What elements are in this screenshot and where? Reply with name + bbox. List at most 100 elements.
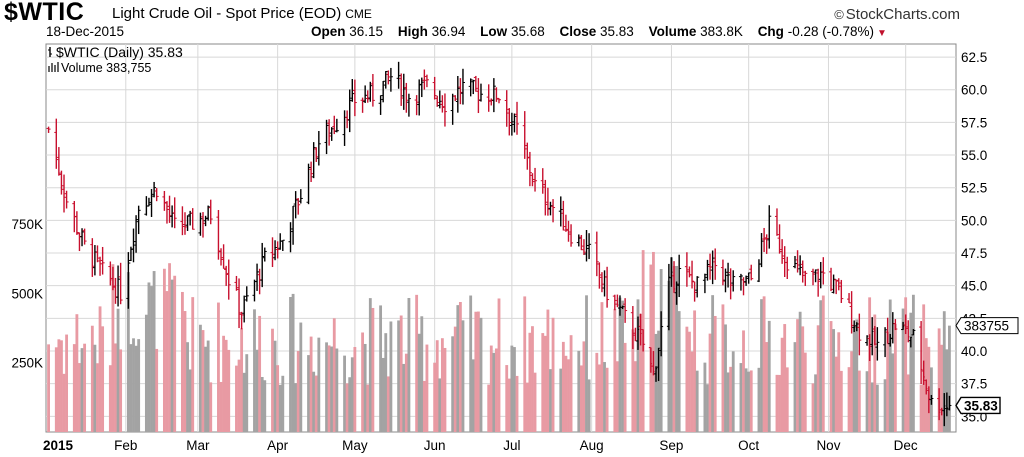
volume-bar [126,272,130,432]
volume-bar [711,295,715,432]
volume-bar [191,297,195,432]
volume-bar [201,330,205,432]
volume-bar [731,351,735,432]
volume-bar [384,333,388,432]
chg-label: Chg [757,24,784,39]
volume-bar [543,335,547,432]
price-tick-label: 45.0 [961,279,987,294]
volume-bar [162,268,166,432]
volume-bar [255,349,259,432]
volume-bar [350,357,354,432]
volume-bar [839,370,843,432]
volume-bar [801,326,805,432]
volume-bar [636,299,640,432]
volume-bar [150,286,153,432]
volume-tick-label: 750K [11,217,43,232]
volume-bar [90,325,94,432]
volume-bar [271,328,274,432]
volume-bar [507,378,511,432]
volume-bar [440,338,444,432]
month-label: Oct [738,438,759,453]
volume-bar [453,326,457,432]
volume-bar [263,380,267,432]
volume-bar [793,342,797,432]
volume-bar [525,382,529,432]
volume-bar [785,367,789,432]
volume-bar [852,326,856,432]
volume-bar [780,337,784,432]
volume-bar [245,354,249,432]
volume-bar [541,333,545,432]
volume-bar [476,311,480,432]
close-label: Close [559,24,597,39]
volume-bar [422,380,426,432]
volume-bar [276,365,280,432]
volume-bar [603,362,606,432]
last-close-label: 35.83 [964,398,998,413]
volume-bar [783,324,787,432]
high-label: High [397,24,428,39]
brand-link[interactable]: © StockCharts.com [834,6,960,23]
volume-bar [510,345,514,432]
volume-bar [690,351,694,432]
month-label: Jul [503,438,520,453]
volume-bar [417,333,421,432]
price-tick-label: 37.5 [961,377,987,392]
volume-bar [744,368,748,432]
high-value: 36.94 [431,24,466,39]
volume-bar [307,355,310,432]
volume-bar [235,365,238,432]
volume-bar [281,375,285,432]
volume-bar [561,341,565,432]
volume-bar [893,323,897,432]
volume-bar [595,352,599,432]
volume-bar [461,320,465,432]
volume-bar [363,343,367,432]
volume-bar [742,330,745,432]
volume-bar [579,365,583,432]
volume-bar [569,335,573,432]
volume-bar [253,309,256,432]
volume-bar [533,372,537,432]
volume-bar [803,352,807,432]
volume-bar [567,359,570,432]
volume-bar [299,322,303,432]
volume-bar [906,374,910,432]
volume-bar [438,378,442,432]
volume-bar [289,297,292,432]
volume-bar [57,339,61,432]
volume-bar [116,308,120,432]
chg-value: -0.28 (-0.78%) [787,24,874,39]
volume-bar [371,307,375,432]
volume-bar [613,308,617,432]
volume-bar [404,353,408,432]
close-value: 35.83 [600,24,634,39]
volume-bar [528,332,532,432]
volume-bar [72,344,76,432]
volume-bar [111,264,115,432]
volume-bar [489,345,493,432]
symbol-description: Light Crude Oil - Spot Price (EOD) CME [112,5,372,22]
volume-bar [397,320,401,432]
volume-bar [837,332,841,432]
volume-bar [80,348,84,432]
low-value: 35.68 [510,24,545,39]
volume-bar [242,372,246,432]
volume-bar [353,347,357,432]
ohlc-summary: Open 36.15 High 36.94 Low 35.68 Close 35… [311,24,887,39]
legend-volume-icon [48,66,50,72]
volume-bar [909,312,913,432]
volume-bar [186,342,189,432]
volume-bar [675,265,679,432]
volume-bar [765,342,769,432]
volume-bar [458,301,462,432]
volume-bar [850,351,854,432]
volume-bar [78,363,81,432]
volume-bar [119,349,123,432]
volume-bar [886,331,890,432]
volume-bar [631,329,635,432]
volume-bar [181,291,184,432]
exchange-label: CME [345,7,372,21]
volume-bar [901,308,905,432]
volume-bar [821,295,825,432]
